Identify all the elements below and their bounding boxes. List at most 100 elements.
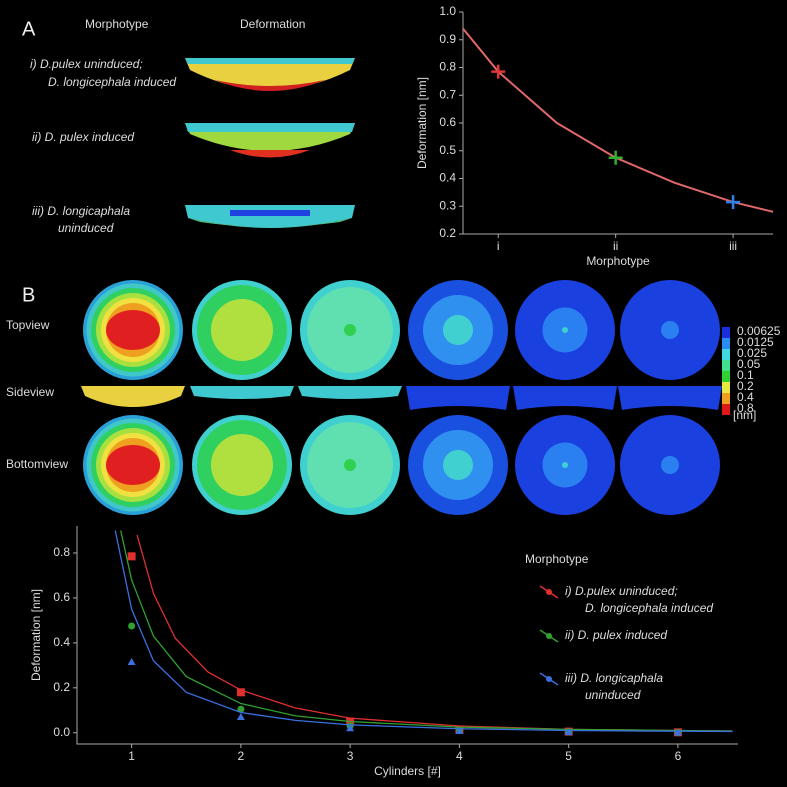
- y-tick-label: 0.7: [439, 87, 456, 101]
- side-illustration: [81, 386, 185, 407]
- x-tick-label: 3: [347, 749, 354, 763]
- colorbar-unit: [nm]: [733, 408, 756, 422]
- legend-label: iii) D. longicaphala: [565, 671, 663, 685]
- y-tick-label: 0.2: [439, 226, 456, 240]
- y-axis-label: Deformation [nm]: [29, 589, 43, 681]
- colorbar-swatch: [722, 338, 730, 349]
- side-illustration: [190, 386, 294, 399]
- colorbar-label: 0.2: [737, 379, 754, 393]
- row-label: ii) D. pulex induced: [32, 130, 134, 144]
- colorbar-label: 0.4: [737, 390, 754, 404]
- view-illustration: [106, 310, 160, 350]
- column-header: Deformation: [240, 17, 305, 31]
- view-illustration: [661, 456, 679, 474]
- fit-line: [114, 530, 733, 733]
- colorbar-swatch: [722, 371, 730, 382]
- legend-marker: [546, 589, 552, 595]
- row-label: Topview: [6, 318, 50, 332]
- y-tick-label: 0.0: [53, 725, 70, 739]
- view-illustration: [211, 434, 273, 496]
- y-tick-label: 0.9: [439, 32, 456, 46]
- view-illustration: [106, 445, 160, 485]
- y-tick-label: 0.4: [439, 171, 456, 185]
- colorbar-swatch: [722, 349, 730, 360]
- x-tick-label: iii: [729, 239, 737, 253]
- legend-label: uninduced: [585, 688, 641, 702]
- x-tick-label: 1: [128, 749, 135, 763]
- row-label: i) D.pulex uninduced;: [30, 57, 143, 71]
- x-tick-label: 2: [238, 749, 245, 763]
- marker: [236, 713, 245, 721]
- legend-label: ii) D. pulex induced: [565, 628, 667, 642]
- y-tick-label: 0.8: [53, 545, 70, 559]
- marker: [236, 688, 245, 697]
- marker: [346, 724, 355, 732]
- view-illustration: [344, 324, 356, 336]
- y-tick-label: 1.0: [439, 4, 456, 18]
- colorbar-swatch: [722, 360, 730, 371]
- view-illustration: [562, 327, 568, 333]
- x-tick-label: i: [497, 239, 500, 253]
- marker: [455, 726, 464, 734]
- colorbar-label: 0.8: [737, 401, 754, 415]
- x-axis-label: Morphotype: [586, 254, 650, 268]
- x-tick-label: 5: [565, 749, 572, 763]
- fit-line: [120, 530, 733, 732]
- marker: [127, 657, 136, 665]
- panel-label: B: [22, 284, 35, 306]
- fit-line: [462, 28, 774, 213]
- view-illustration: [443, 450, 473, 480]
- row-label: iii) D. longicaphala: [32, 204, 130, 218]
- marker: [237, 705, 245, 713]
- marker: [127, 552, 136, 561]
- y-tick-label: 0.4: [53, 635, 70, 649]
- view-illustration: [211, 299, 273, 361]
- y-tick-label: 0.3: [439, 198, 456, 212]
- legend-label: D. longicephala induced: [585, 601, 713, 615]
- colorbar-label: 0.00625: [737, 324, 781, 338]
- colorbar-label: 0.025: [737, 346, 767, 360]
- x-tick-label: ii: [613, 239, 618, 253]
- view-illustration: [443, 315, 473, 345]
- row-label: uninduced: [58, 221, 114, 235]
- column-header: Morphotype: [85, 17, 149, 31]
- legend-label: i) D.pulex uninduced;: [565, 584, 678, 598]
- colorbar-label: 0.1: [737, 368, 754, 382]
- x-tick-label: 6: [675, 749, 682, 763]
- side-illustration: [618, 386, 722, 410]
- colorbar-swatch: [722, 327, 730, 338]
- y-tick-label: 0.6: [53, 590, 70, 604]
- marker: [726, 195, 741, 210]
- side-illustration: [513, 386, 617, 410]
- panel-label: A: [22, 18, 36, 40]
- y-tick-label: 0.5: [439, 143, 456, 157]
- y-tick-label: 0.6: [439, 115, 456, 129]
- y-tick-label: 0.2: [53, 680, 70, 694]
- axis-line: [76, 526, 738, 745]
- legend-title: Morphotype: [525, 552, 589, 566]
- x-tick-label: 4: [456, 749, 463, 763]
- marker: [491, 64, 506, 79]
- legend-marker: [546, 676, 552, 682]
- marker: [673, 728, 682, 736]
- row-label: D. longicephala induced: [48, 75, 176, 89]
- view-illustration: [562, 462, 568, 468]
- y-tick-label: 0.8: [439, 60, 456, 74]
- lens-illustration: [185, 58, 355, 228]
- row-label: Sideview: [6, 385, 54, 399]
- colorbar-swatch: [722, 404, 730, 415]
- marker: [608, 150, 623, 165]
- view-illustration: [661, 321, 679, 339]
- side-illustration: [406, 386, 510, 410]
- side-illustration: [298, 386, 402, 399]
- view-illustration: [344, 459, 356, 471]
- marker: [564, 728, 573, 736]
- y-axis-label: Deformation [nm]: [415, 77, 429, 169]
- legend-marker: [546, 633, 552, 639]
- colorbar-label: 0.05: [737, 357, 761, 371]
- colorbar-swatch: [722, 382, 730, 393]
- colorbar-label: 0.0125: [737, 335, 774, 349]
- x-axis-label: Cylinders [#]: [374, 764, 441, 778]
- row-label: Bottomview: [6, 457, 68, 471]
